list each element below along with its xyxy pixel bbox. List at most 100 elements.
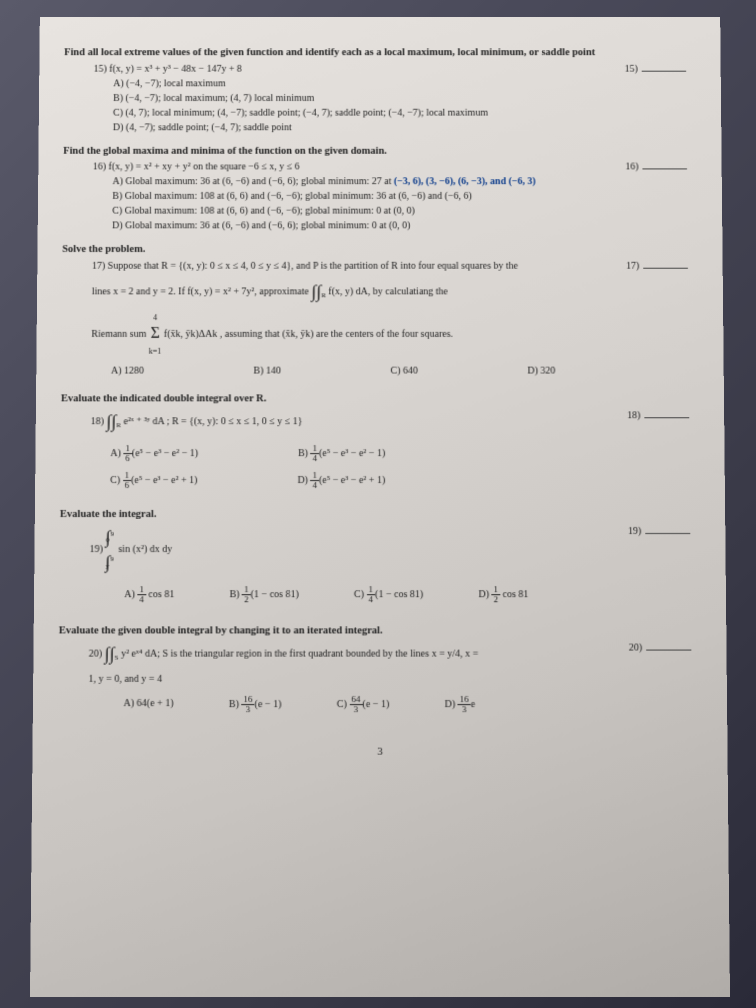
q18-row2: C) 16(e⁵ − e³ − e² + 1) D) 14(e⁵ − e³ − … — [110, 471, 700, 490]
q17-l3: Riemann sum 4 Σ k=1 f(x̄k, ȳk)ΔAk , assu… — [91, 312, 698, 356]
q20-body: y² eˣ⁴ dA; S is the triangular region in… — [121, 648, 479, 659]
q20-l2: 1, y = 0, and y = 4 — [88, 673, 701, 687]
lim2: 0 — [106, 536, 110, 544]
q19-opt-c: C) 14(1 − cos 81) — [354, 585, 423, 604]
frac-d: 6 — [123, 454, 132, 463]
blank-16: 16) — [625, 161, 687, 175]
blank-label-20: 20) — [629, 642, 642, 653]
qnum-17: 17) — [92, 261, 105, 272]
q16-options: A) Global maximum: 36 at (6, −6) and (−6… — [112, 176, 697, 234]
frac-d: 4 — [367, 595, 376, 604]
q19-opt-a: A) 14 cos 81 — [124, 585, 174, 604]
q19-a-pre: A) — [124, 589, 137, 600]
section-head-6: Evaluate the given double integral by ch… — [59, 624, 702, 639]
frac-1-2-b19: 12 — [242, 585, 251, 604]
section-head-4: Evaluate the indicated double integral o… — [61, 392, 699, 407]
q18-a-pre: A) — [110, 448, 123, 459]
q15-opt-b: B) (−4, −7); local maximum; (4, 7) local… — [113, 92, 696, 106]
frac-1-6-a: 16 — [123, 444, 132, 463]
frac-d: 4 — [137, 595, 146, 604]
qnum-19: 19) — [90, 544, 103, 555]
lim3: 9 — [110, 554, 114, 562]
integral-limits-19: ∫90 ∫9y — [105, 525, 116, 575]
q15-opt-d: D) (4, −7); saddle point; (−4, 7); saddl… — [113, 121, 697, 135]
frac-1-6-c: 16 — [123, 471, 132, 490]
q17-options: A) 1280 B) 140 C) 640 D) 320 — [111, 365, 699, 379]
question-15: 15) 15) f(x, y) = x³ + y³ − 48x − 147y +… — [93, 63, 697, 135]
q17-opt-d: D) 320 — [527, 365, 555, 379]
q15-opt-a: A) (−4, −7); local maximum — [113, 77, 696, 91]
frac-1-4-b: 14 — [311, 444, 320, 463]
q19-c-tail: (1 − cos 81) — [375, 589, 423, 600]
frac-64-3-c: 643 — [349, 695, 362, 714]
q17-opt-a: A) 1280 — [111, 365, 144, 379]
frac-d: 3 — [241, 705, 254, 714]
q18-opt-b: B) 14(e⁵ − e³ − e² − 1) — [298, 444, 385, 463]
q19-opt-d: D) 12 cos 81 — [478, 585, 528, 604]
q19-opt-b: B) 12(1 − cos 81) — [229, 585, 298, 604]
q17-l1: Suppose that R = {(x, y): 0 ≤ x ≤ 4, 0 ≤… — [108, 261, 518, 272]
qnum-16: 16) — [93, 162, 106, 173]
section-head-5: Evaluate the integral. — [60, 508, 700, 523]
sigma-notation: 4 Σ k=1 — [149, 312, 162, 356]
q19-d-tail: cos 81 — [500, 589, 528, 600]
q20-d-tail: e — [471, 699, 476, 710]
sum-bot: k=1 — [149, 347, 162, 356]
frac-16-3-b: 163 — [241, 695, 254, 714]
q19-options: A) 14 cos 81 B) 12(1 − cos 81) C) 14(1 −… — [124, 585, 701, 604]
q20-d-pre: D) — [445, 699, 458, 710]
q15-options: A) (−4, −7); local maximum B) (−4, −7); … — [113, 77, 697, 135]
q17-opt-b: B) 140 — [254, 365, 281, 379]
question-20: 20) 20) ∫∫S y² eˣ⁴ dA; S is the triangul… — [88, 641, 702, 714]
sigma-icon: Σ — [150, 325, 159, 342]
q20-opt-a: A) 64(e + 1) — [123, 697, 173, 711]
section-head-3: Solve the problem. — [62, 243, 697, 257]
frac-1-4-a19: 14 — [137, 585, 146, 604]
frac-d: 3 — [458, 705, 471, 714]
q19-d-pre: D) — [478, 589, 491, 600]
frac-d: 4 — [310, 481, 319, 490]
frac-d: 3 — [349, 705, 362, 714]
int-sub-r-18: R — [116, 421, 121, 429]
qnum-15: 15) — [94, 64, 107, 75]
q16-opt-b: B) Global maximum: 108 at (6, 6) and (−6… — [112, 190, 697, 204]
blank-15: 15) — [625, 63, 687, 77]
q16-opt-d: D) Global maximum: 36 at (6, −6) and (−6… — [112, 220, 697, 234]
q17-opt-c: C) 640 — [391, 365, 418, 379]
q18-opt-a: A) 16(e⁵ − e³ − e² − 1) — [110, 444, 198, 463]
q16-handwritten: (−3, 6), (3, −6), (6, −3), and (−6, 3) — [394, 177, 536, 188]
qnum-18: 18) — [91, 416, 104, 427]
q15-fn: f(x, y) = x³ + y³ − 48x − 147y + 8 — [109, 64, 242, 75]
lim1: 9 — [110, 529, 114, 537]
blank-label-18: 18) — [627, 410, 640, 421]
q18-opt-c: C) 16(e⁵ − e³ − e² + 1) — [110, 471, 197, 490]
q18-row1: A) 16(e⁵ − e³ − e² − 1) B) 14(e⁵ − e³ − … — [110, 444, 699, 463]
int-sub-s: S — [114, 653, 118, 661]
q16-opt-c: C) Global maximum: 108 at (6, 6) and (−6… — [112, 205, 697, 219]
q20-opt-b: B) 163(e − 1) — [229, 695, 282, 714]
question-18: 18) 18) ∫∫R e²ˣ ⁺ ³ʸ dA ; R = {(x, y): 0… — [90, 409, 700, 490]
frac-16-3-d: 163 — [458, 695, 471, 714]
q18-b-pre: B) — [298, 448, 311, 459]
sum-top: 4 — [153, 313, 157, 322]
page-number: 3 — [58, 744, 703, 760]
frac-1-4-d: 14 — [310, 471, 319, 490]
int-sub-r: R — [321, 291, 326, 299]
q18-opt-d: D) 14(e⁵ − e³ − e² + 1) — [297, 471, 385, 490]
q17-l3b: f(x̄k, ȳk)ΔAk , assuming that (x̄k, ȳk) … — [164, 329, 453, 340]
q18-a-tail: (e⁵ − e³ − e² − 1) — [132, 448, 198, 459]
frac-d: 4 — [311, 454, 320, 463]
blank-18: 18) — [627, 409, 689, 423]
q16-a-text: A) Global maximum: 36 at (6, −6) and (−6… — [112, 177, 391, 188]
frac-d: 2 — [492, 595, 501, 604]
q20-b-pre: B) — [229, 699, 242, 710]
blank-19: 19) — [628, 525, 691, 539]
question-17: 17) 17) Suppose that R = {(x, y): 0 ≤ x … — [91, 260, 699, 379]
blank-label-17: 17) — [626, 261, 639, 272]
q20-options: A) 64(e + 1) B) 163(e − 1) C) 643(e − 1)… — [123, 695, 702, 714]
q19-body: sin (x²) dx dy — [118, 544, 172, 555]
blank-20: 20) — [629, 641, 692, 655]
q20-c-tail: (e − 1) — [362, 699, 389, 710]
q19-c-pre: C) — [354, 589, 367, 600]
blank-17: 17) — [626, 260, 688, 274]
